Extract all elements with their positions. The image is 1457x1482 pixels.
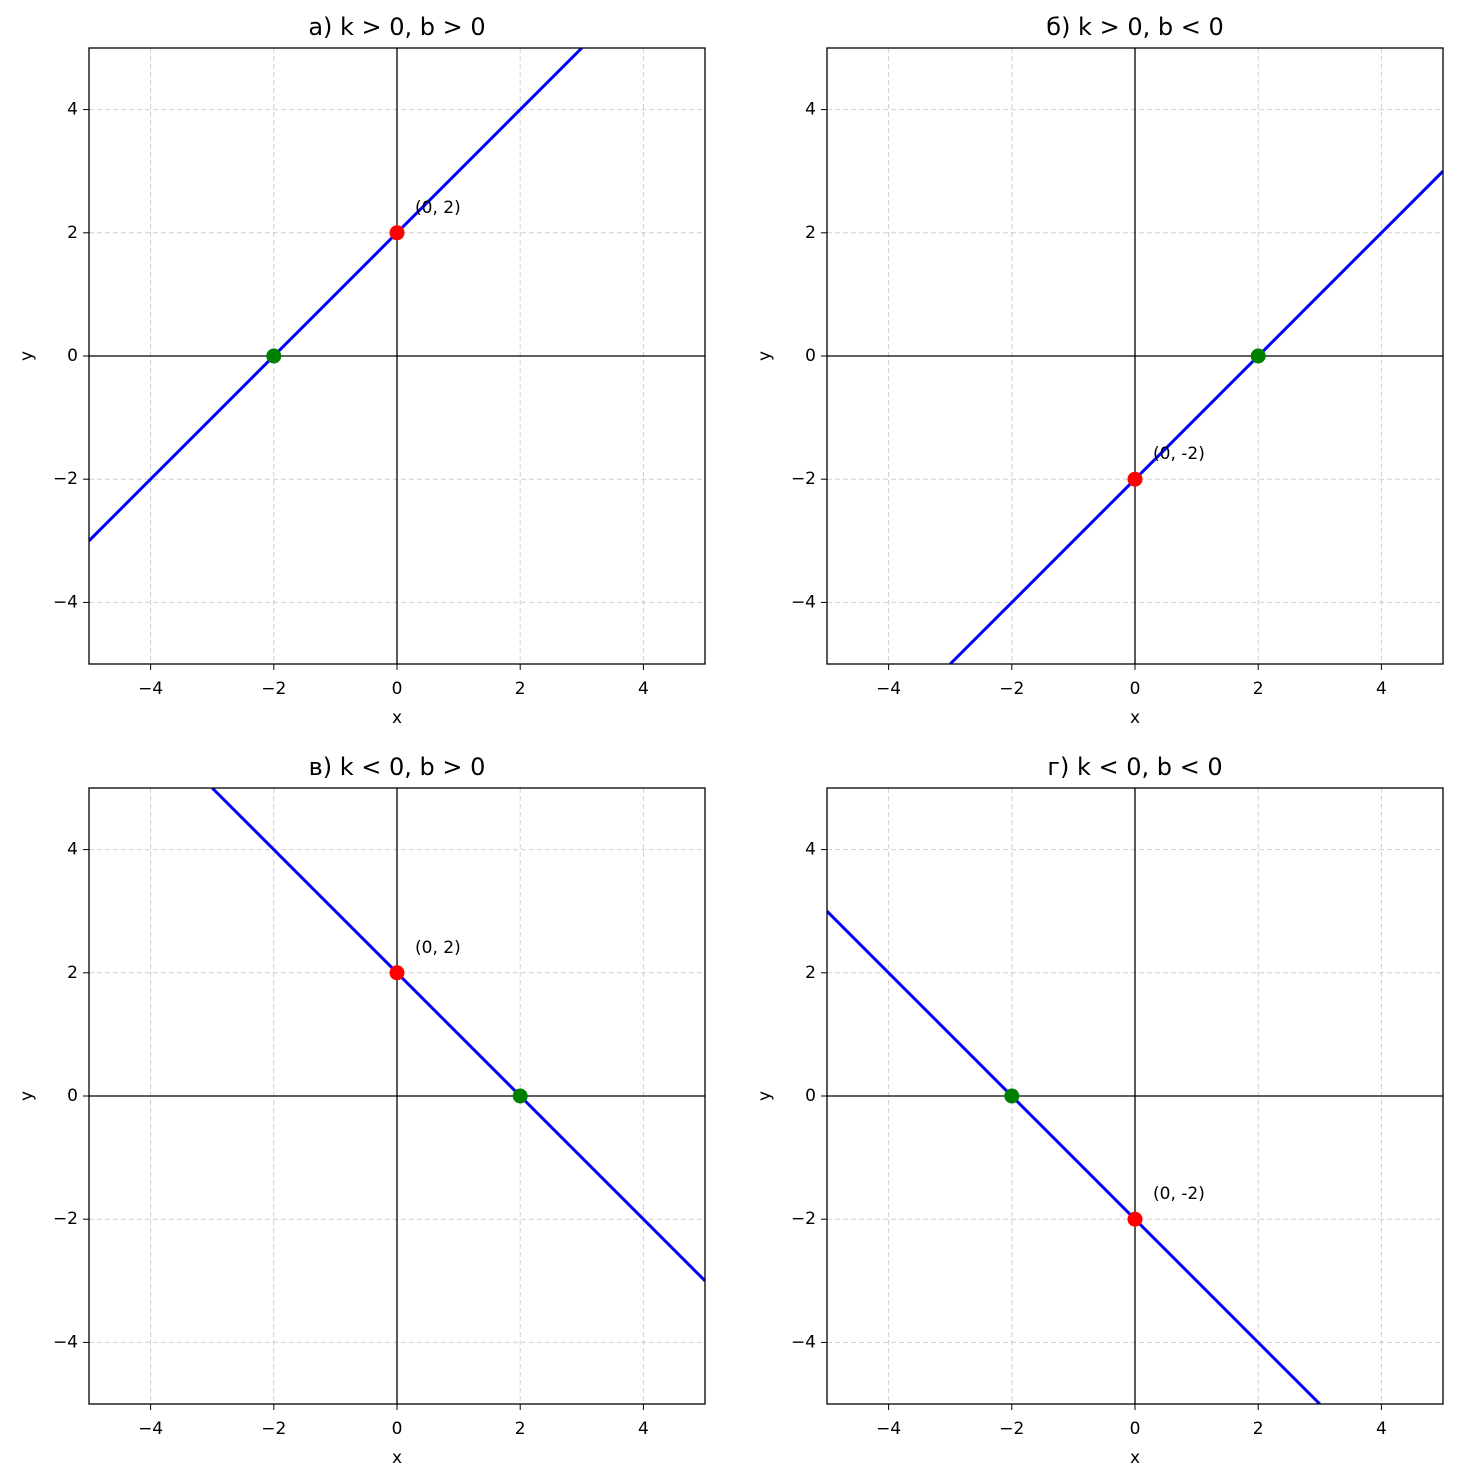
point — [512, 1088, 528, 1104]
y-tick-label: −2 — [53, 469, 78, 489]
subplot-title: в) k < 0, b > 0 — [309, 753, 486, 781]
y-tick-label: 4 — [67, 100, 78, 120]
x-axis-label: x — [1130, 708, 1140, 728]
x-tick-label: −4 — [876, 679, 901, 699]
subplot-title: а) k > 0, b > 0 — [308, 13, 485, 41]
point — [1004, 1088, 1020, 1104]
line — [827, 910, 1321, 1404]
x-tick-label: 0 — [392, 679, 403, 699]
y-tick-label: −2 — [791, 1209, 816, 1229]
axes-frame — [826, 787, 1444, 1405]
axes-frame — [88, 787, 706, 1405]
line — [949, 170, 1443, 664]
x-tick-label: 2 — [515, 679, 526, 699]
x-tick-label: 2 — [1253, 679, 1264, 699]
y-tick-label: 2 — [805, 963, 816, 983]
point — [1127, 1211, 1143, 1227]
subplot: г) k < 0, b < 0 −4 −2 0 2 4 −4 −2 0 2 4 x y (0, -2) — [755, 753, 1444, 1468]
axes-frame — [826, 47, 1444, 665]
x-tick-label: −2 — [261, 679, 286, 699]
y-tick-label: 2 — [67, 963, 78, 983]
y-tick-label: 0 — [67, 346, 78, 366]
line — [211, 788, 705, 1282]
y-tick-label: 2 — [67, 223, 78, 243]
y-axis-label: y — [755, 351, 775, 361]
x-tick-label: −4 — [138, 1419, 163, 1439]
y-tick-label: −4 — [53, 1332, 78, 1352]
point — [266, 348, 282, 364]
subplot: в) k < 0, b > 0 −4 −2 0 2 4 −4 −2 0 2 4 x y (0, 2) — [17, 753, 706, 1468]
point — [389, 225, 405, 241]
y-tick-label: −4 — [791, 1332, 816, 1352]
x-tick-label: 4 — [1376, 1419, 1387, 1439]
x-tick-label: −4 — [876, 1419, 901, 1439]
y-axis-label: y — [17, 1091, 37, 1101]
x-tick-label: 4 — [638, 679, 649, 699]
x-tick-label: 0 — [1130, 1419, 1141, 1439]
x-axis-label: x — [1130, 1448, 1140, 1468]
y-tick-label: −4 — [53, 592, 78, 612]
subplot-title: г) k < 0, b < 0 — [1047, 753, 1222, 781]
point — [389, 965, 405, 981]
y-tick-label: 0 — [67, 1086, 78, 1106]
y-tick-label: 4 — [805, 840, 816, 860]
y-tick-label: 4 — [805, 100, 816, 120]
y-tick-label: −4 — [791, 592, 816, 612]
line — [89, 48, 583, 542]
x-tick-label: 0 — [1130, 679, 1141, 699]
subplot: б) k > 0, b < 0 −4 −2 0 2 4 −4 −2 0 2 4 x y (0, -2) — [755, 13, 1444, 728]
subplot-title: б) k > 0, b < 0 — [1046, 13, 1223, 41]
y-tick-label: −2 — [53, 1209, 78, 1229]
annotation: (0, -2) — [1153, 444, 1205, 464]
x-tick-label: 2 — [1253, 1419, 1264, 1439]
y-tick-label: −2 — [791, 469, 816, 489]
y-axis-label: y — [17, 351, 37, 361]
x-axis-label: x — [392, 1448, 402, 1468]
x-tick-label: −4 — [138, 679, 163, 699]
annotation: (0, 2) — [415, 198, 461, 218]
point — [1250, 348, 1266, 364]
axes-frame — [88, 47, 706, 665]
x-tick-label: 0 — [392, 1419, 403, 1439]
y-tick-label: 2 — [805, 223, 816, 243]
point — [1127, 471, 1143, 487]
y-axis-label: y — [755, 1091, 775, 1101]
annotation: (0, 2) — [415, 938, 461, 958]
x-tick-label: 2 — [515, 1419, 526, 1439]
x-tick-label: −2 — [261, 1419, 286, 1439]
x-tick-label: −2 — [999, 679, 1024, 699]
x-tick-label: 4 — [1376, 679, 1387, 699]
y-tick-label: 0 — [805, 346, 816, 366]
y-tick-label: 0 — [805, 1086, 816, 1106]
x-tick-label: 4 — [638, 1419, 649, 1439]
x-tick-label: −2 — [999, 1419, 1024, 1439]
subplot: а) k > 0, b > 0 −4 −2 0 2 4 −4 −2 0 2 4 x y (0, 2) — [17, 13, 706, 728]
x-axis-label: x — [392, 708, 402, 728]
y-tick-label: 4 — [67, 840, 78, 860]
annotation: (0, -2) — [1153, 1184, 1205, 1204]
